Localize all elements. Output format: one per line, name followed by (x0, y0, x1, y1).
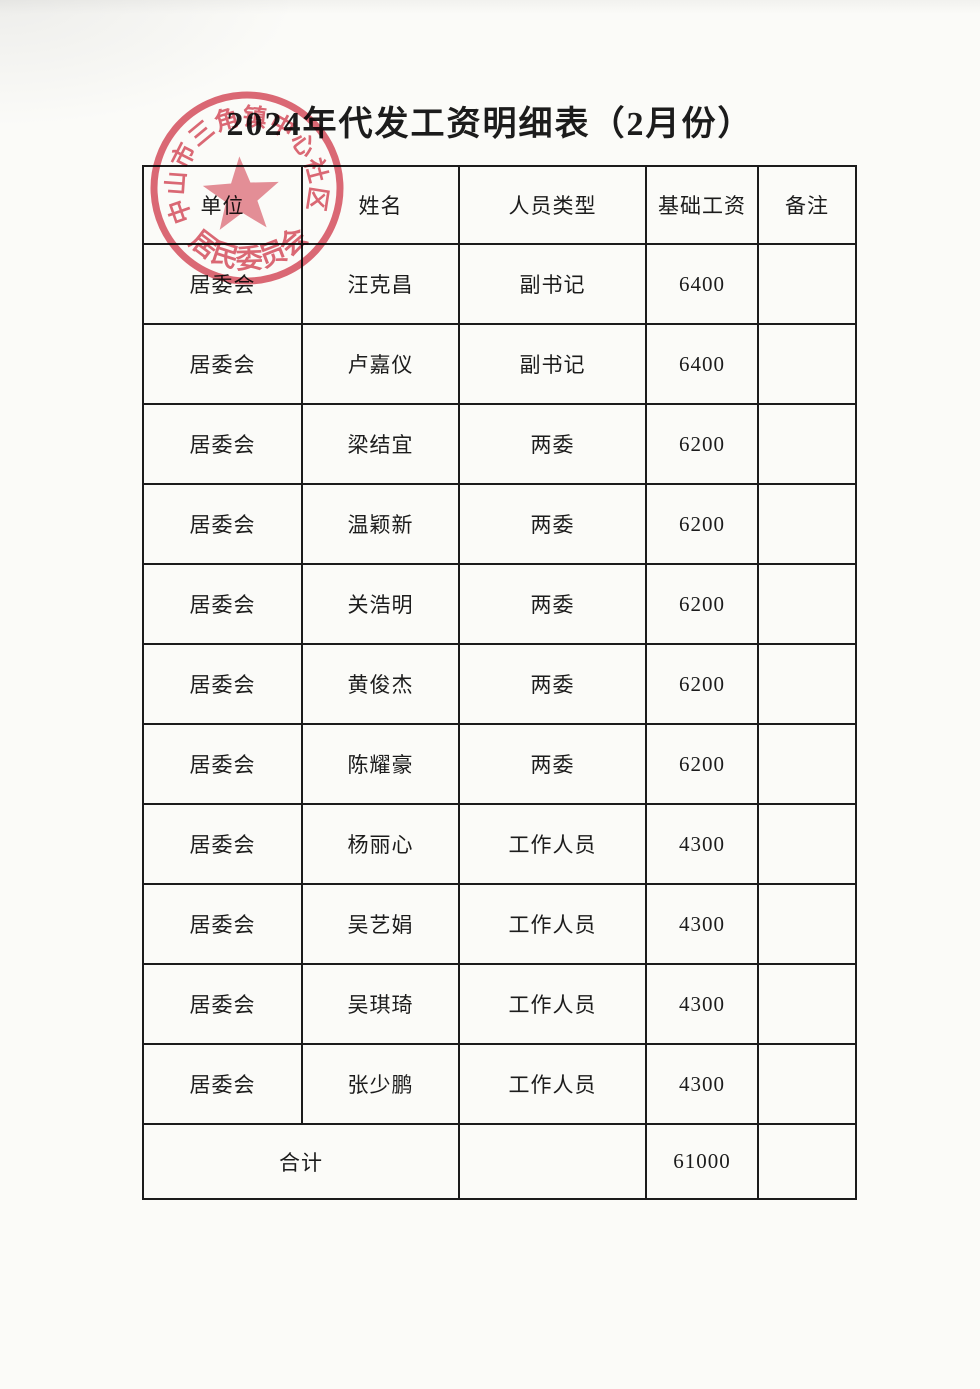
note-cell (757, 563, 857, 645)
table-row: 居委会 关浩明 两委 6200 (142, 563, 857, 645)
name-cell: 吴琪琦 (301, 963, 460, 1045)
note-cell (757, 723, 857, 805)
payroll-table: 单位 姓名 人员类型 基础工资 备注 居委会 汪克昌 副书记 6400 居委会 卢嘉仪 副书… (142, 165, 857, 1200)
total-salary-cell: 61000 (645, 1123, 759, 1200)
table-row: 居委会 汪克昌 副书记 6400 (142, 243, 857, 325)
unit-cell: 居委会 (142, 323, 303, 405)
note-cell (757, 803, 857, 885)
type-cell: 副书记 (458, 243, 647, 325)
note-cell (757, 883, 857, 965)
table-row: 居委会 温颖新 两委 6200 (142, 483, 857, 565)
name-cell: 卢嘉仪 (301, 323, 460, 405)
type-cell: 两委 (458, 643, 647, 725)
salary-cell: 4300 (645, 1043, 759, 1125)
stamp-ring (150, 91, 344, 285)
salary-cell: 6200 (645, 563, 759, 645)
table-row: 居委会 吴艺娟 工作人员 4300 (142, 883, 857, 965)
name-cell: 吴艺娟 (301, 883, 460, 965)
unit-cell: 居委会 (142, 403, 303, 485)
table-row: 居委会 梁结宜 两委 6200 (142, 403, 857, 485)
unit-cell: 居委会 (142, 1043, 303, 1125)
name-cell: 温颖新 (301, 483, 460, 565)
table-row: 居委会 张少鹏 工作人员 4300 (142, 1043, 857, 1125)
table-row: 居委会 黄俊杰 两委 6200 (142, 643, 857, 725)
name-cell: 关浩明 (301, 563, 460, 645)
salary-cell: 6200 (645, 723, 759, 805)
note-cell (757, 483, 857, 565)
type-cell: 两委 (458, 403, 647, 485)
unit-cell: 居委会 (142, 883, 303, 965)
note-cell (757, 963, 857, 1045)
type-cell: 工作人员 (458, 963, 647, 1045)
name-cell: 陈耀豪 (301, 723, 460, 805)
type-cell: 两委 (458, 723, 647, 805)
note-cell (757, 643, 857, 725)
table-row: 居委会 卢嘉仪 副书记 6400 (142, 323, 857, 405)
salary-cell: 4300 (645, 803, 759, 885)
note-cell (757, 403, 857, 485)
salary-cell: 4300 (645, 883, 759, 965)
salary-cell: 6200 (645, 483, 759, 565)
salary-cell: 6400 (645, 323, 759, 405)
unit-cell: 居委会 (142, 803, 303, 885)
salary-cell: 6200 (645, 643, 759, 725)
name-cell: 杨丽心 (301, 803, 460, 885)
salary-cell: 4300 (645, 963, 759, 1045)
salary-cell: 6400 (645, 243, 759, 325)
official-seal-stamp: 中山市三角镇中心社区 居民委员会 (150, 91, 344, 285)
header-note: 备注 (757, 165, 857, 245)
type-cell: 两委 (458, 483, 647, 565)
unit-cell: 居委会 (142, 723, 303, 805)
name-cell: 黄俊杰 (301, 643, 460, 725)
name-cell: 张少鹏 (301, 1043, 460, 1125)
type-cell: 工作人员 (458, 1043, 647, 1125)
name-cell: 梁结宜 (301, 403, 460, 485)
total-label-cell: 合计 (142, 1123, 460, 1200)
name-cell: 汪克昌 (301, 243, 460, 325)
header-salary: 基础工资 (645, 165, 759, 245)
type-cell: 两委 (458, 563, 647, 645)
total-row: 合计 61000 (142, 1123, 857, 1200)
unit-cell: 居委会 (142, 483, 303, 565)
type-cell: 工作人员 (458, 883, 647, 965)
type-cell: 工作人员 (458, 803, 647, 885)
unit-cell: 居委会 (142, 963, 303, 1045)
note-cell (757, 1043, 857, 1125)
stamp-star-icon (202, 156, 279, 230)
unit-cell: 居委会 (142, 563, 303, 645)
table-body: 居委会 汪克昌 副书记 6400 居委会 卢嘉仪 副书记 6400 居委会 梁结宜 两委 6200 居委… (142, 243, 857, 1125)
type-cell: 副书记 (458, 323, 647, 405)
table-row: 居委会 吴琪琦 工作人员 4300 (142, 963, 857, 1045)
unit-cell: 居委会 (142, 243, 303, 325)
total-note-cell (757, 1123, 857, 1200)
unit-cell: 居委会 (142, 643, 303, 725)
note-cell (757, 323, 857, 405)
salary-cell: 6200 (645, 403, 759, 485)
table-row: 居委会 杨丽心 工作人员 4300 (142, 803, 857, 885)
note-cell (757, 243, 857, 325)
total-type-cell (458, 1123, 647, 1200)
header-type: 人员类型 (458, 165, 647, 245)
table-row: 居委会 陈耀豪 两委 6200 (142, 723, 857, 805)
